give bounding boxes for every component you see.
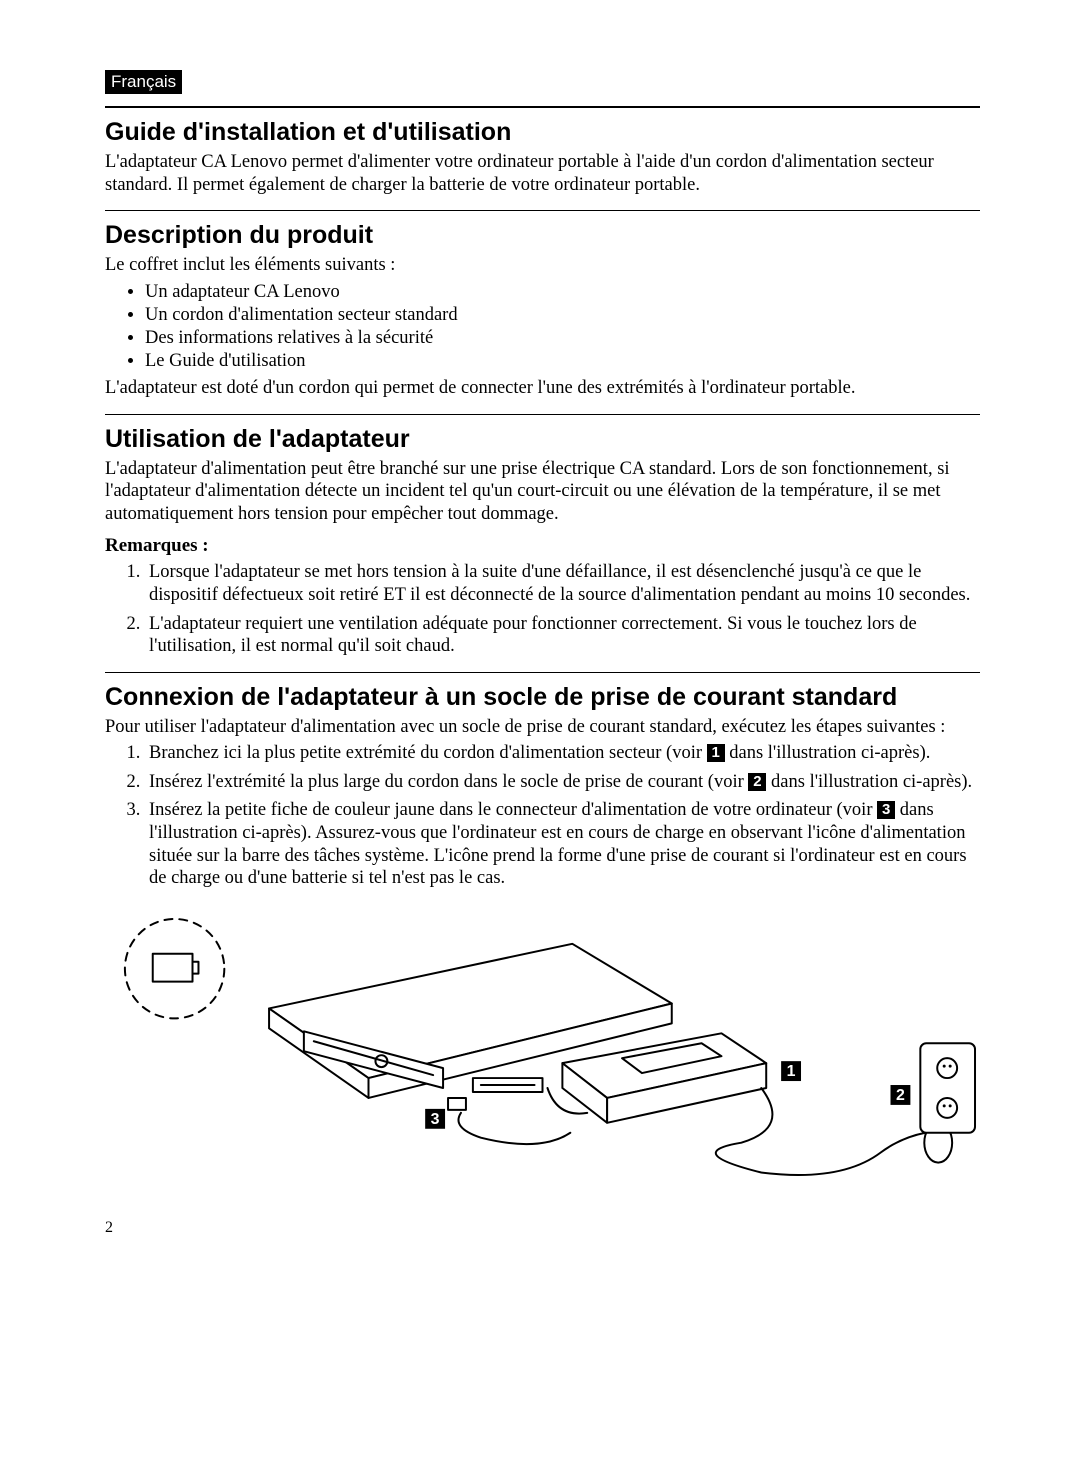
usage-para: L'adaptateur d'alimentation peut être br… (105, 458, 980, 526)
description-list: Un adaptateur CA Lenovo Un cordon d'alim… (145, 281, 980, 374)
divider-1 (105, 210, 980, 211)
notes-label: Remarques : (105, 535, 980, 557)
step-text: Insérez l'extrémité la plus large du cor… (149, 772, 748, 792)
steps-list: Branchez ici la plus petite extrémité du… (145, 742, 980, 889)
section-title-usage: Utilisation de l'adaptateur (105, 425, 980, 454)
callout-2-icon: 2 (748, 773, 766, 791)
description-trail: L'adaptateur est doté d'un cordon qui pe… (105, 377, 980, 400)
callout-1-icon: 1 (707, 744, 725, 762)
step-text: dans l'illustration ci-après). (725, 743, 931, 763)
section-title-guide: Guide d'installation et d'utilisation (105, 118, 980, 147)
language-badge: Français (105, 70, 182, 94)
list-item: Lorsque l'adaptateur se met hors tension… (145, 561, 980, 606)
list-item: Insérez l'extrémité la plus large du cor… (145, 771, 980, 794)
description-lead: Le coffret inclut les éléments suivants … (105, 254, 980, 277)
list-item: Des informations relatives à la sécurité (145, 327, 980, 350)
section-title-description: Description du produit (105, 221, 980, 250)
list-item: L'adaptateur requiert une ventilation ad… (145, 613, 980, 658)
list-item: Un cordon d'alimentation secteur standar… (145, 304, 980, 327)
step-text: Branchez ici la plus petite extrémité du… (149, 743, 707, 763)
list-item: Branchez ici la plus petite extrémité du… (145, 742, 980, 765)
divider-2 (105, 414, 980, 415)
step-text: dans l'illustration ci-après). (766, 772, 972, 792)
list-item: Insérez la petite fiche de couleur jaune… (145, 799, 980, 889)
callout-3-icon: 3 (877, 801, 895, 819)
list-item: Un adaptateur CA Lenovo (145, 281, 980, 304)
section-title-connection: Connexion de l'adaptateur à un socle de … (105, 683, 980, 712)
notes-list: Lorsque l'adaptateur se met hors tension… (145, 561, 980, 657)
illustration-callout-1: 1 (787, 1063, 796, 1080)
page-number: 2 (105, 1219, 980, 1237)
connection-lead: Pour utiliser l'adaptateur d'alimentatio… (105, 716, 980, 739)
divider-3 (105, 672, 980, 673)
illustration-callout-3: 3 (431, 1110, 440, 1127)
connection-illustration: 1 2 3 (105, 914, 980, 1202)
list-item: Le Guide d'utilisation (145, 350, 980, 373)
section-intro-guide: L'adaptateur CA Lenovo permet d'alimente… (105, 151, 980, 196)
illustration-callout-2: 2 (896, 1087, 905, 1104)
top-rule (105, 106, 980, 108)
step-text: Insérez la petite fiche de couleur jaune… (149, 800, 877, 820)
